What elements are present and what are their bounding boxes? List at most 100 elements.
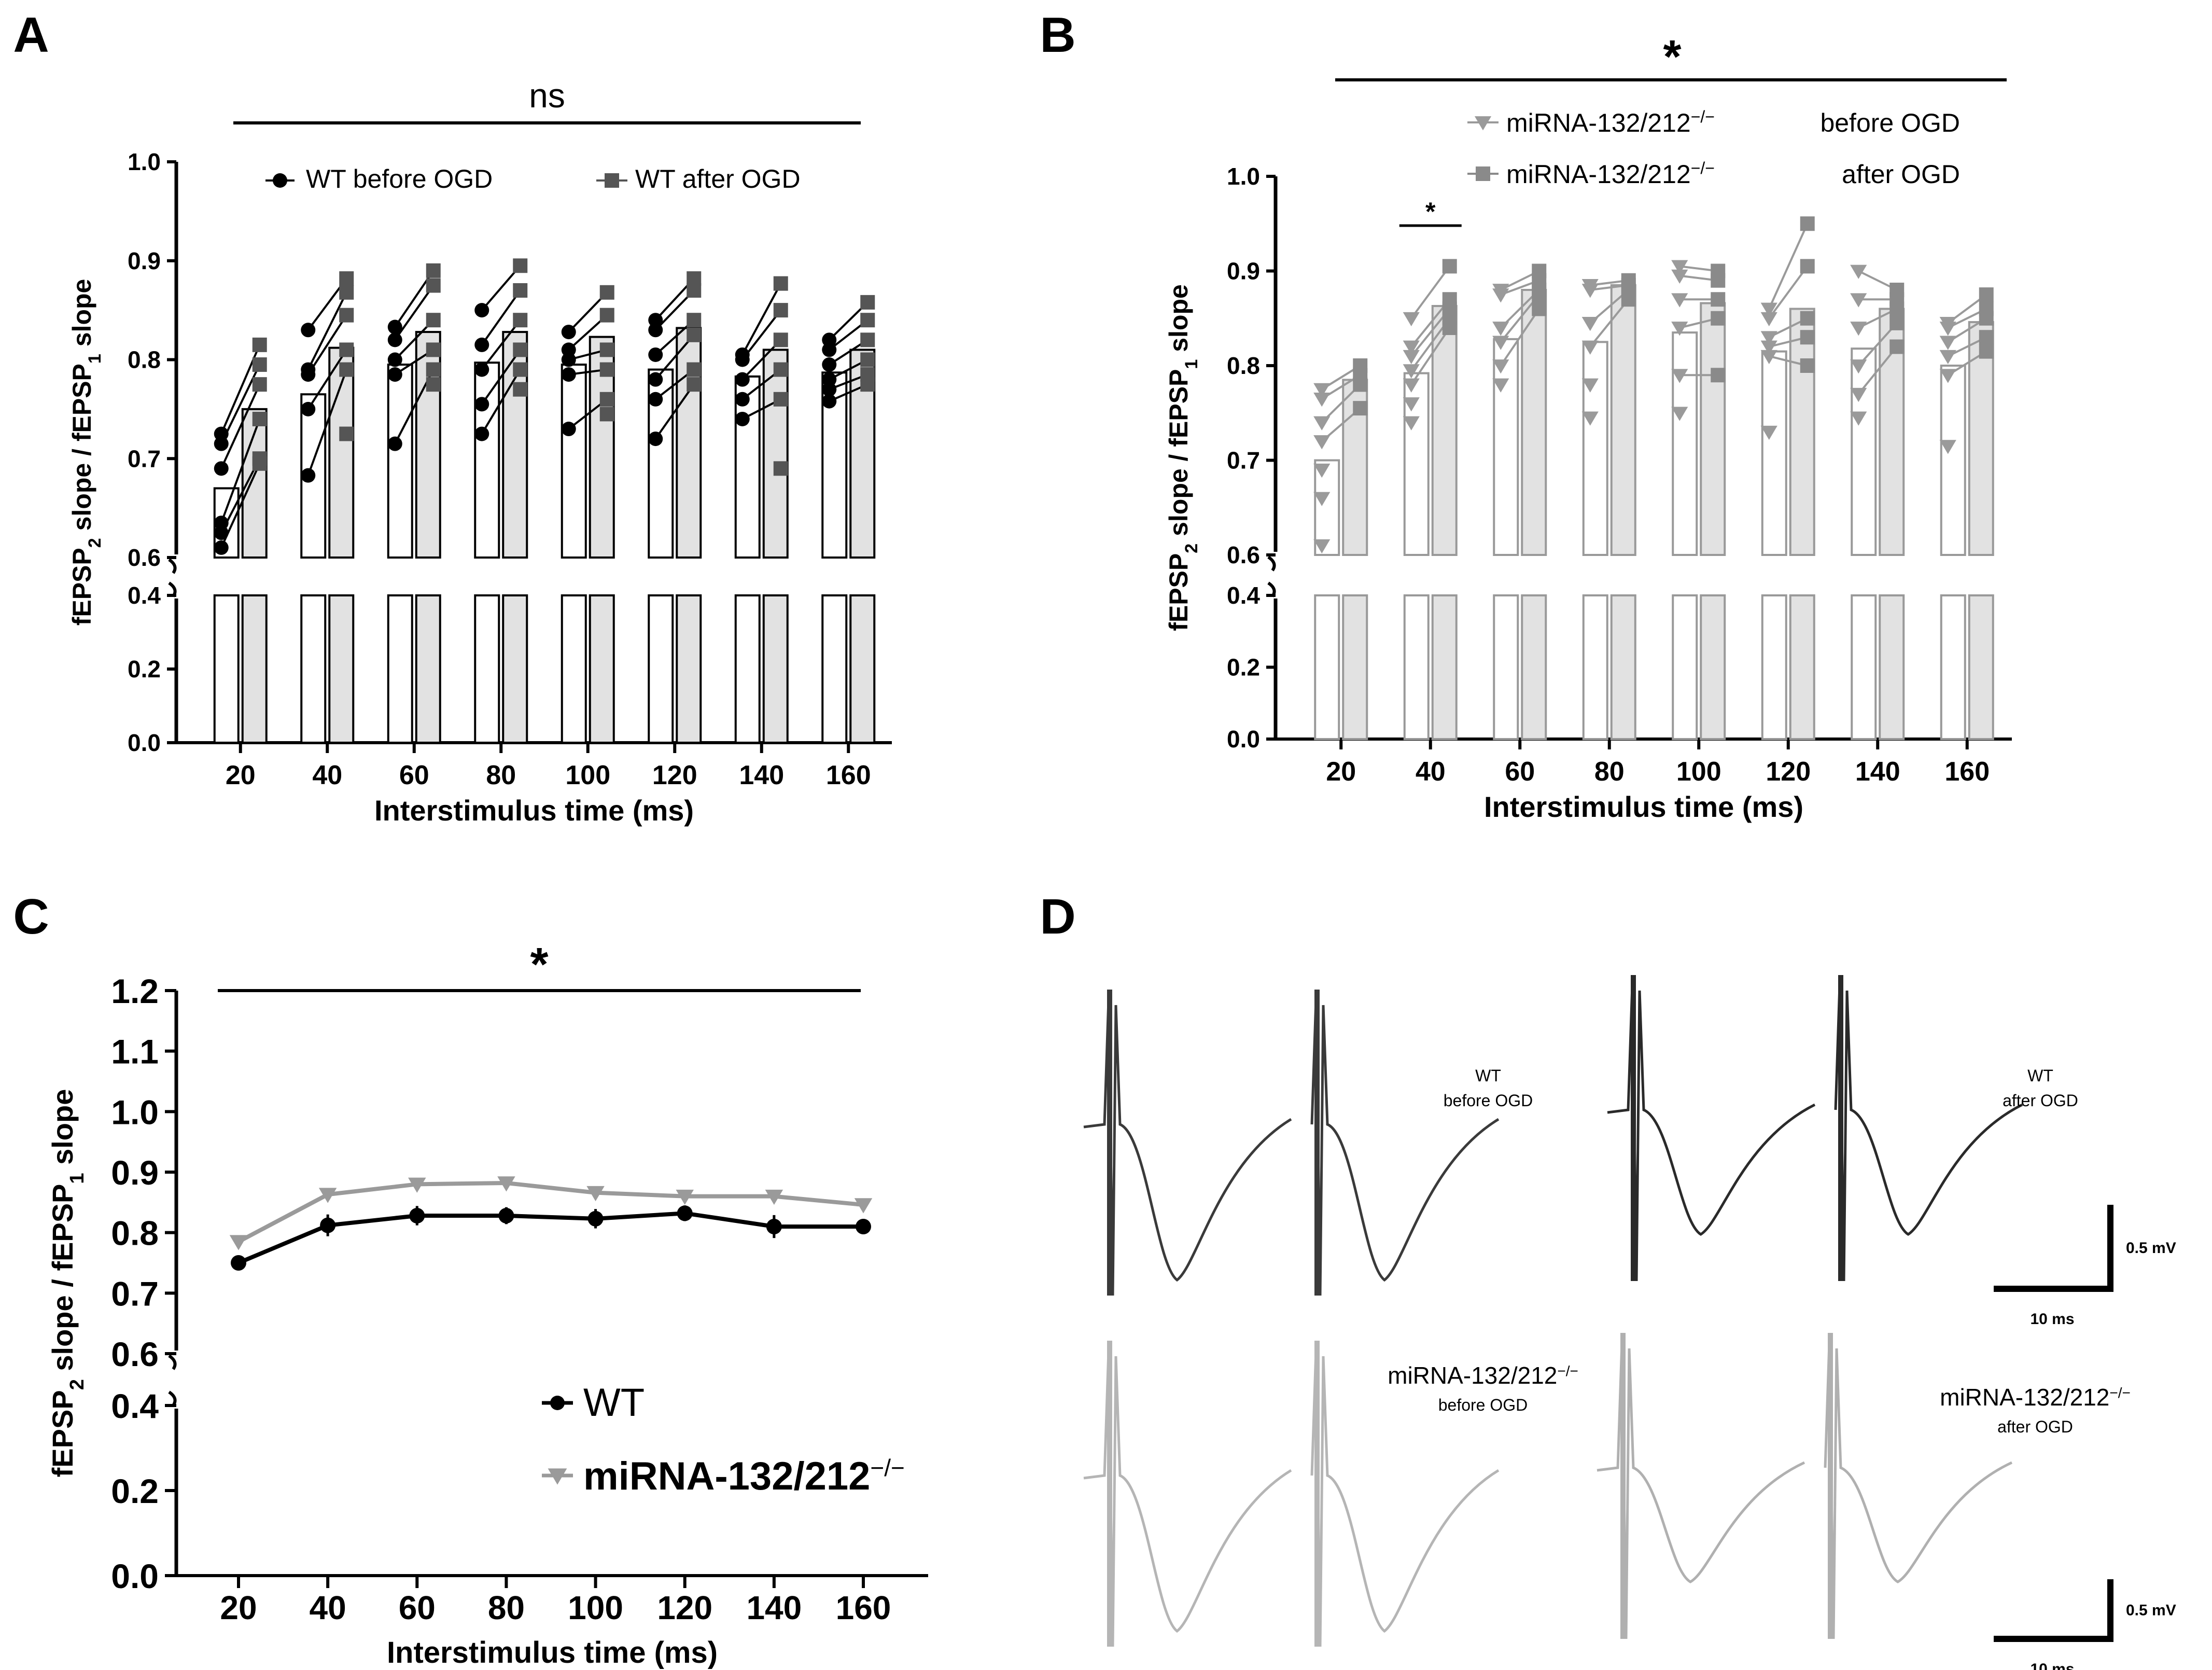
data-point: [561, 422, 576, 437]
data-point: [1760, 302, 1777, 317]
data-point: [301, 367, 316, 382]
data-point: [1403, 364, 1420, 379]
scale-bar-time: 10 ms: [2030, 1661, 2074, 1670]
data-point: [1313, 383, 1331, 398]
trace-sublabel: after OGD: [1997, 1417, 2073, 1436]
y-tick-label: 0.0: [128, 729, 161, 756]
bar: [734, 375, 761, 559]
x-tick-label: 160: [826, 760, 871, 790]
pair-line: [1768, 223, 1809, 310]
bar: [1940, 365, 1966, 556]
legend-label: WT: [583, 1381, 645, 1425]
y-tick-label: 0.7: [128, 445, 161, 472]
x-tick-label: 20: [226, 760, 256, 790]
data-point: [1671, 407, 1688, 421]
bar-lower: [1610, 594, 1636, 740]
y-tick-label: 0.7: [111, 1274, 159, 1313]
x-tick-label: 140: [739, 760, 784, 790]
significance-label: ns: [529, 76, 565, 115]
data-point: [1800, 216, 1815, 231]
data-point: [1492, 322, 1509, 336]
data-point: [860, 352, 875, 367]
data-point: [474, 303, 489, 318]
data-point: [773, 303, 788, 318]
data-point: [409, 1208, 425, 1223]
data-point: [1492, 378, 1509, 393]
data-point: [252, 456, 267, 471]
data-point: [513, 313, 528, 328]
legend-marker: [550, 1396, 565, 1410]
axis-break-mark: [168, 1354, 177, 1370]
ylabel-sub: 2: [66, 1379, 88, 1390]
x-tick-label: 160: [1944, 757, 1990, 787]
bar-lower: [676, 594, 702, 744]
bar: [1672, 331, 1698, 556]
x-tick-label: 120: [1766, 757, 1811, 787]
data-point: [1711, 292, 1726, 307]
bar-lower: [734, 594, 761, 744]
data-point: [1850, 411, 1867, 426]
data-point: [426, 278, 441, 293]
data-point: [1313, 392, 1331, 407]
data-point: [648, 432, 663, 447]
data-point: [387, 367, 402, 382]
data-point: [854, 1198, 873, 1214]
data-point: [1939, 440, 1956, 454]
bar-lower: [1761, 594, 1787, 740]
bar: [387, 364, 413, 559]
x-tick-label: 60: [399, 760, 429, 790]
x-tick-label: 120: [652, 760, 697, 790]
x-tick-label: 80: [488, 1589, 525, 1626]
data-point: [599, 285, 614, 300]
data-point: [474, 362, 489, 377]
bar-lower: [821, 594, 848, 744]
data-point: [765, 1189, 783, 1205]
data-point: [1671, 369, 1688, 383]
bar-lower: [849, 594, 876, 744]
bar-lower: [387, 594, 413, 744]
bar-lower: [1851, 594, 1877, 740]
bar-lower: [1582, 594, 1608, 740]
data-point: [1403, 397, 1420, 412]
data-point: [1403, 378, 1420, 393]
pair-line: [394, 285, 435, 341]
data-point: [1850, 293, 1867, 308]
y-tick-label: 1.1: [111, 1033, 159, 1071]
data-point: [229, 1235, 248, 1250]
data-point: [735, 411, 750, 426]
data-point: [561, 367, 576, 382]
scale-bar-voltage: 0.5 mV: [2126, 1602, 2176, 1619]
trace-wt-after: [1607, 985, 1816, 1282]
y-tick-label: 0.0: [1227, 726, 1260, 753]
legend-label: miRNA-132/212−/−: [1506, 159, 1715, 189]
bar-lower: [1521, 594, 1547, 740]
data-point: [1581, 378, 1599, 393]
bar-lower: [762, 594, 789, 744]
data-point: [822, 394, 837, 409]
y-tick-label: 0.0: [111, 1557, 159, 1595]
ylabel-part: fEPSP: [46, 1390, 79, 1477]
data-point: [1313, 539, 1331, 554]
pair-line: [654, 334, 695, 380]
legend-superscript: −/−: [1691, 159, 1715, 177]
bar: [1789, 308, 1815, 556]
ylabel-part: slope: [67, 279, 96, 354]
pair-line: [220, 419, 261, 523]
data-point: [773, 362, 788, 377]
legend-name: miRNA-132/212: [1506, 160, 1691, 189]
y-axis-title: fEPSP2 slope / fEPSP1 slope: [1164, 284, 1201, 631]
x-tick-label: 20: [220, 1589, 257, 1626]
bar: [1314, 459, 1340, 556]
trace-label-name: miRNA-132/212: [1388, 1362, 1557, 1389]
legend-superscript: −/−: [1691, 107, 1715, 126]
bar: [1493, 338, 1519, 556]
pair-line: [1410, 327, 1451, 385]
data-point: [735, 392, 750, 407]
data-point: [1889, 301, 1905, 316]
ylabel-part: fEPSP: [67, 548, 96, 625]
data-point: [856, 1219, 871, 1234]
panel-label-c: C: [13, 889, 49, 944]
data-point: [1760, 340, 1777, 355]
data-point: [387, 332, 402, 347]
y-tick-label: 0.4: [111, 1387, 159, 1425]
